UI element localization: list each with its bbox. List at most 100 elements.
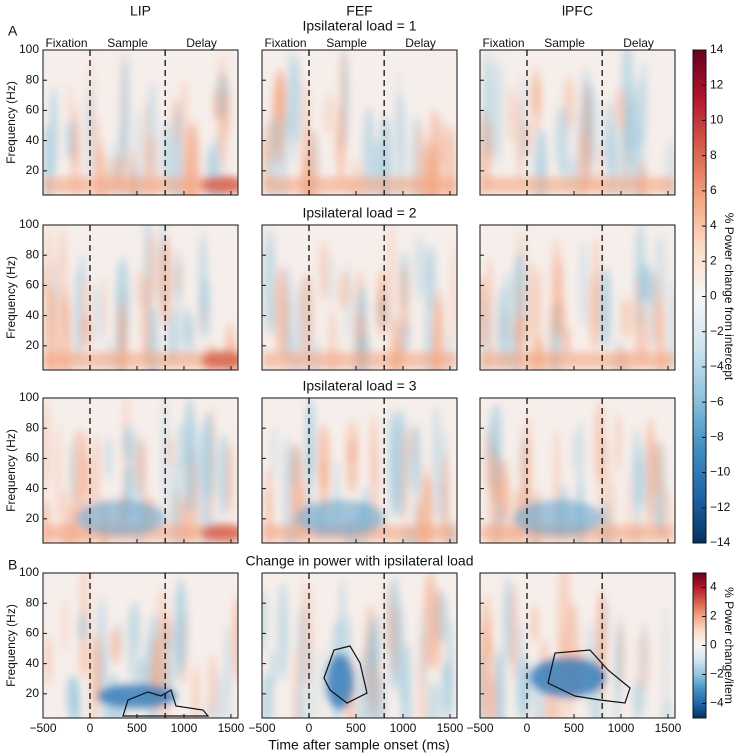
y-tick-label: 20 (26, 338, 40, 352)
row-title: Ipsilateral load = 1 (302, 18, 416, 34)
heatmap (480, 50, 675, 195)
colorbar-tick-label: −2 (710, 324, 724, 338)
heatmap-band (262, 177, 457, 193)
heatmap-texture (480, 399, 675, 543)
heatmap-blob (324, 93, 335, 135)
significance-contour (122, 689, 210, 717)
heatmap-blob (319, 240, 329, 303)
colorbar-tick-label: 12 (710, 77, 724, 91)
heatmap-blob (326, 653, 354, 710)
heatmap-blob (62, 598, 67, 654)
colorbar-tick-label: −6 (710, 394, 724, 408)
heatmap-blob (289, 56, 302, 145)
heatmap-blob (225, 623, 231, 718)
colorbar-tick-label: −14 (710, 535, 731, 549)
y-axis-label: Frequency (Hz) (4, 256, 18, 339)
y-tick-label: 60 (26, 451, 40, 465)
heatmap (480, 573, 675, 718)
heatmap-blob (535, 265, 543, 368)
colorbar-tick-label: 4 (710, 218, 717, 232)
heatmap-blob (93, 433, 100, 517)
heatmap-blob (385, 581, 393, 652)
heatmap-blob (262, 589, 268, 651)
heatmap (43, 573, 238, 718)
heatmap-blob (378, 114, 392, 195)
heatmap-blob (274, 266, 288, 357)
heatmap-blob (207, 653, 217, 718)
x-tick-label: 0 (524, 721, 531, 735)
epoch-label: Delay (405, 36, 436, 50)
x-tick-label: −500 (248, 721, 275, 735)
heatmap-blob (135, 108, 142, 195)
epoch-label: Fixation (482, 36, 524, 50)
significance-contour (547, 649, 631, 704)
heatmap-blob (518, 657, 532, 718)
epoch-label: Fixation (264, 36, 306, 50)
y-tick-label: 20 (26, 686, 40, 700)
colorbar-tick-label: 8 (710, 148, 717, 162)
heatmap-blob (514, 313, 527, 353)
heatmap-blob (530, 604, 539, 645)
y-axis-label: Frequency (Hz) (4, 604, 18, 687)
heatmap-blob (433, 586, 443, 673)
axes-frame (479, 224, 676, 371)
panel-label: A (8, 23, 18, 39)
axes-frame (42, 49, 239, 196)
x-tick-label: 0 (87, 721, 94, 735)
heatmap-blob (227, 440, 233, 516)
heatmap-blob (162, 120, 172, 195)
heatmap-band (262, 352, 457, 368)
heatmap-blob (608, 100, 615, 195)
heatmap-blob (410, 423, 417, 461)
heatmap-blob (386, 225, 396, 334)
heatmap-blob (496, 58, 503, 164)
heatmap-texture (262, 225, 457, 370)
heatmap-blob (640, 59, 648, 145)
heatmap-blob (43, 498, 51, 543)
heatmap-blob (447, 619, 453, 687)
heatmap-blob (103, 436, 113, 480)
heatmap-blob (642, 442, 650, 512)
heatmap-blob (141, 437, 146, 504)
heatmap-blob (432, 296, 442, 370)
x-tick-label: −500 (466, 721, 493, 735)
heatmap-blob (653, 233, 667, 309)
colorbar-label: % Power change from intercept (722, 213, 736, 381)
heatmap-blob (491, 52, 497, 172)
row-title: Change in power with ipsilateral load (245, 553, 473, 569)
y-tick-label: 20 (26, 511, 40, 525)
heatmap-texture (43, 398, 238, 543)
heatmap-blob (43, 401, 51, 495)
heatmap-blob (297, 667, 306, 718)
heatmap-blob (432, 405, 441, 495)
heatmap-blob (667, 279, 675, 370)
y-tick-label: 100 (19, 42, 39, 56)
heatmap-blob (144, 135, 159, 195)
x-tick-label: −500 (29, 721, 56, 735)
heatmap-blob (270, 648, 276, 690)
epoch-label: Sample (107, 36, 148, 50)
heatmap-blob (496, 399, 502, 492)
y-tick-label: 80 (26, 247, 40, 261)
column-title: FEF (346, 3, 372, 19)
heatmap-blob (156, 587, 169, 698)
axes-frame (261, 49, 458, 196)
heatmap-blob (55, 423, 62, 519)
axes-frame (42, 397, 239, 544)
heatmap-blob (529, 657, 606, 698)
heatmap-blob (484, 611, 492, 661)
y-axis-label: Frequency (Hz) (4, 81, 18, 164)
heatmap-blob (615, 410, 621, 474)
x-tick-label: 1500 (437, 721, 464, 735)
heatmap-blob (308, 646, 315, 718)
heatmap-blob (201, 176, 238, 194)
x-tick-label: 1000 (390, 721, 417, 735)
heatmap-blob (72, 676, 81, 718)
heatmap-blob (44, 634, 52, 686)
heatmap-blob (627, 467, 632, 543)
heatmap-blob (305, 398, 316, 486)
x-tick-label: 1000 (171, 721, 198, 735)
heatmap-blob (503, 576, 513, 665)
heatmap-blob (337, 270, 351, 310)
